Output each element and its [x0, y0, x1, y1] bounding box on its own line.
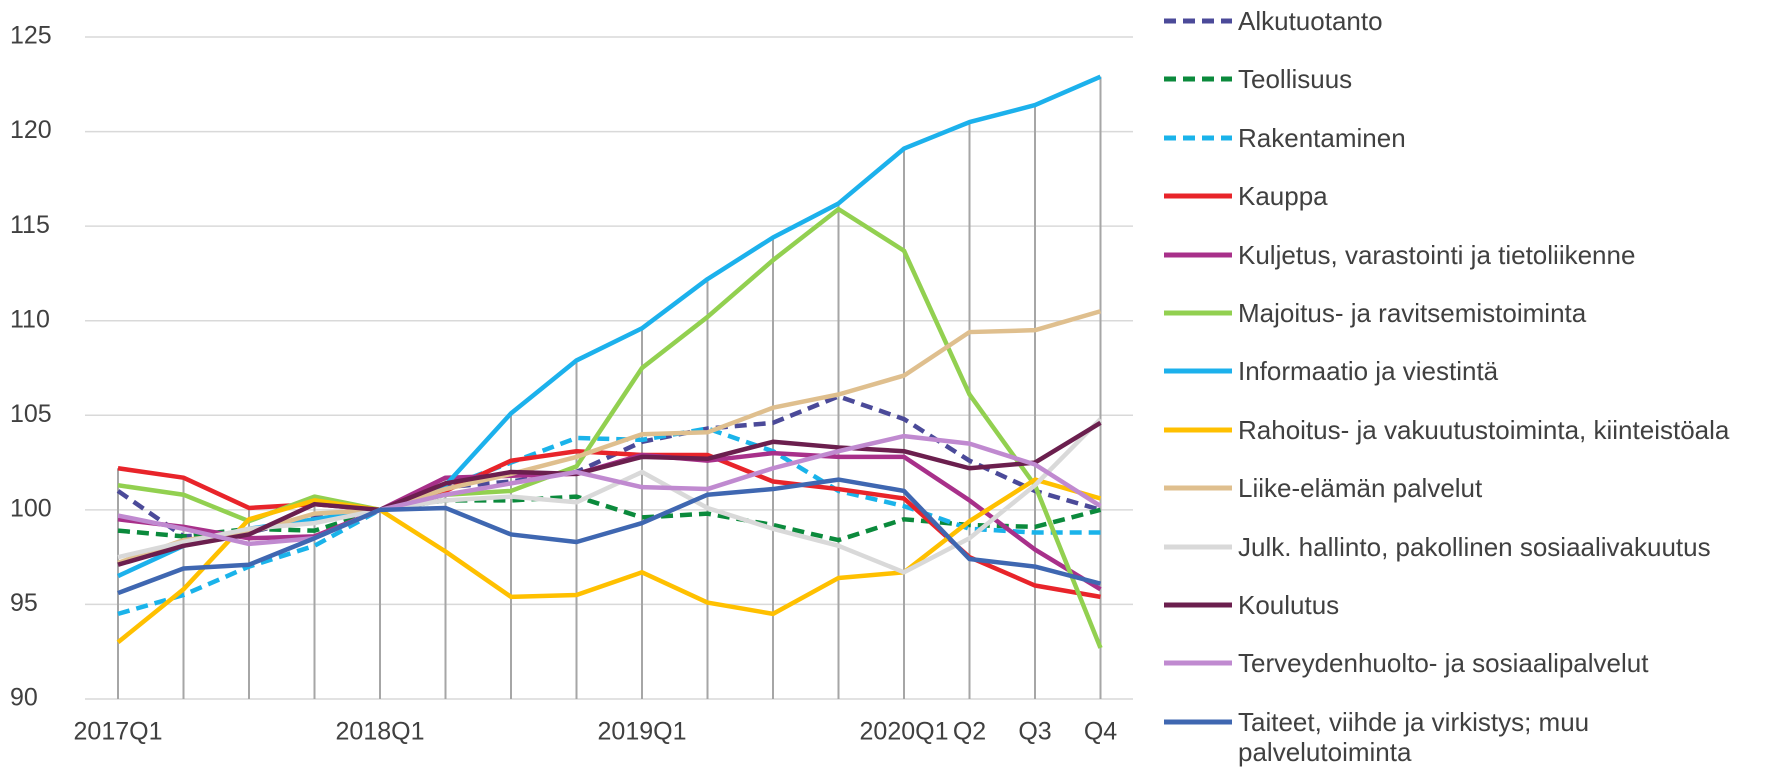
x-tick-label: 2019Q1 — [598, 718, 687, 746]
legend-entry: Majoitus- ja ravitsemistoiminta — [1160, 298, 1768, 328]
series-line — [117, 74, 1102, 579]
series-line — [116, 477, 1102, 645]
x-tick-label: 2020Q1 — [860, 718, 949, 746]
legend-swatch — [1164, 602, 1232, 608]
legend-entry: Rahoitus- ja vakuutustoiminta, kiinteist… — [1160, 415, 1768, 445]
series-line — [117, 433, 1102, 547]
legend-entry: Rakentaminen — [1160, 123, 1768, 153]
chart: 90 95 100 105 110 115 120 125 2017Q1 2018Q1 2019Q1… — [10, 22, 1133, 746]
legend-swatch — [1164, 18, 1232, 24]
series-line — [117, 477, 1102, 596]
legend-label: Julk. hallinto, pakollinen sosiaalivakuu… — [1238, 531, 1711, 562]
series-line — [117, 417, 1103, 575]
legend-label: Koulutus — [1238, 590, 1340, 620]
legend-label: Rahoitus- ja vakuutustoiminta, kiinteist… — [1238, 414, 1730, 445]
y-tick-label: 90 — [10, 684, 38, 712]
series-line — [117, 450, 1102, 592]
legend-swatch — [1164, 252, 1232, 258]
series-line — [117, 309, 1102, 565]
y-tick-label: 100 — [10, 494, 52, 522]
y-tick-label: 115 — [10, 211, 50, 239]
x-tick-label: Q2 — [953, 718, 986, 746]
legend-label: Teollisuus — [1238, 64, 1353, 95]
legend-label: Taiteet, viihde ja virkistys; muu palvel… — [1238, 706, 1590, 767]
x-tick-label: 2017Q1 — [74, 718, 163, 746]
legend-entry: Kuljetus, varastointi ja tietoliikenne — [1160, 240, 1768, 270]
legend-swatch — [1164, 76, 1232, 82]
y-tick-label: 95 — [10, 589, 38, 617]
x-tick-label: Q3 — [1018, 718, 1051, 746]
legend-swatch — [1164, 719, 1232, 725]
legend-label: Kuljetus, varastointi ja tietoliikenne — [1238, 239, 1636, 270]
legend-swatch — [1164, 310, 1232, 316]
legend-swatch — [1164, 135, 1232, 141]
legend-entry: Koulutus — [1160, 590, 1768, 620]
legend-label: Terveydenhuolto- ja sosiaalipalvelut — [1238, 648, 1649, 679]
x-tick-label: 2018Q1 — [336, 718, 425, 746]
legend-entry: Liike-elämän palvelut — [1160, 473, 1768, 503]
y-tick-label: 125 — [10, 22, 52, 50]
legend-swatch — [1164, 427, 1232, 433]
legend-entry: Informaatio ja viestintä — [1160, 356, 1768, 386]
legend-entry: Terveydenhuolto- ja sosiaalipalvelut — [1160, 648, 1768, 678]
legend-label: Majoitus- ja ravitsemistoiminta — [1238, 298, 1587, 328]
y-tick-label: 120 — [10, 116, 52, 144]
legend-swatch — [1164, 485, 1232, 491]
legend-label: Liike-elämän palvelut — [1238, 473, 1483, 504]
legend-swatch — [1164, 368, 1232, 374]
legend-entry: Taiteet, viihde ja virkistys; muu palvel… — [1160, 707, 1768, 767]
legend-swatch — [1164, 193, 1232, 199]
y-tick-label: 110 — [10, 305, 50, 333]
legend-label: Rakentaminen — [1238, 122, 1406, 153]
y-tick-label: 105 — [10, 400, 52, 428]
series-line — [117, 494, 1102, 543]
legend-entry: Kauppa — [1160, 181, 1768, 211]
series-line — [117, 426, 1101, 617]
legend-label: Informaatio ja viestintä — [1238, 356, 1499, 387]
legend-label: Alkutuotanto — [1238, 6, 1383, 36]
series-line — [117, 420, 1102, 567]
legend-entry: Julk. hallinto, pakollinen sosiaalivakuu… — [1160, 532, 1768, 562]
legend-entry: Teollisuus — [1160, 64, 1768, 94]
legend-swatch — [1164, 660, 1232, 666]
legend-entry: Alkutuotanto — [1160, 6, 1768, 36]
legend-label: Kauppa — [1238, 181, 1328, 212]
series-line — [117, 448, 1101, 600]
legend-swatch — [1164, 544, 1232, 550]
x-tick-label: Q4 — [1084, 718, 1117, 746]
